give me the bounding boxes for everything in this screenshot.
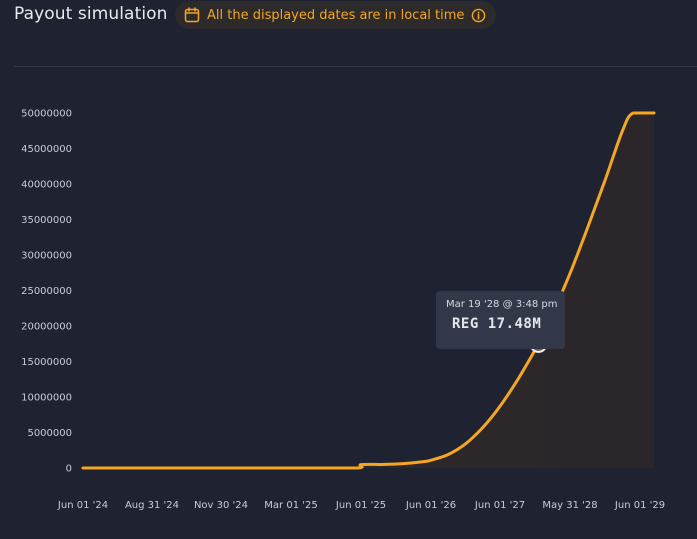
x-tick-label: Mar 01 '25 — [264, 500, 317, 511]
header-divider — [14, 66, 697, 67]
y-axis: 0 5000000 10000000 15000000 20000000 25000000… — [21, 109, 72, 475]
value-tooltip: Mar 19 '28 @ 3:48 pm REG 17.48M — [436, 291, 565, 349]
y-tick-label: 20000000 — [21, 322, 72, 333]
y-tick-label: 5000000 — [27, 428, 72, 439]
x-tick-label: Nov 30 '24 — [194, 500, 248, 511]
info-icon[interactable] — [471, 8, 486, 23]
y-tick-label: 35000000 — [21, 215, 72, 226]
tooltip-value: REG 17.48M — [452, 316, 542, 332]
x-tick-label: May 31 '28 — [542, 500, 597, 511]
payout-series-line[interactable] — [81, 111, 656, 470]
y-tick-label: 10000000 — [21, 393, 72, 404]
x-tick-label: Jun 01 '24 — [57, 500, 108, 511]
y-tick-label: 15000000 — [21, 357, 72, 368]
calendar-icon — [184, 7, 200, 23]
x-tick-label: Jun 01 '29 — [614, 500, 665, 511]
payout-area — [83, 113, 654, 468]
local-time-notice-text: All the displayed dates are in local tim… — [207, 7, 465, 23]
y-tick-label: 40000000 — [21, 180, 72, 191]
y-tick-label: 50000000 — [21, 109, 72, 120]
local-time-notice[interactable]: All the displayed dates are in local tim… — [175, 1, 497, 29]
y-tick-label: 0 — [66, 464, 72, 475]
x-tick-label: Jun 01 '26 — [405, 500, 456, 511]
y-tick-label: 25000000 — [21, 286, 72, 297]
tooltip-date: Mar 19 '28 @ 3:48 pm — [446, 299, 558, 310]
y-tick-label: 30000000 — [21, 251, 72, 262]
x-tick-label: Jun 01 '27 — [474, 500, 525, 511]
page-title: Payout simulation — [14, 4, 168, 24]
x-tick-label: Jun 01 '25 — [335, 500, 386, 511]
x-tick-label: Aug 31 '24 — [125, 500, 179, 511]
y-tick-label: 45000000 — [21, 144, 72, 155]
x-axis: Jun 01 '24 Aug 31 '24 Nov 30 '24 Mar 01 '25… — [57, 500, 665, 511]
